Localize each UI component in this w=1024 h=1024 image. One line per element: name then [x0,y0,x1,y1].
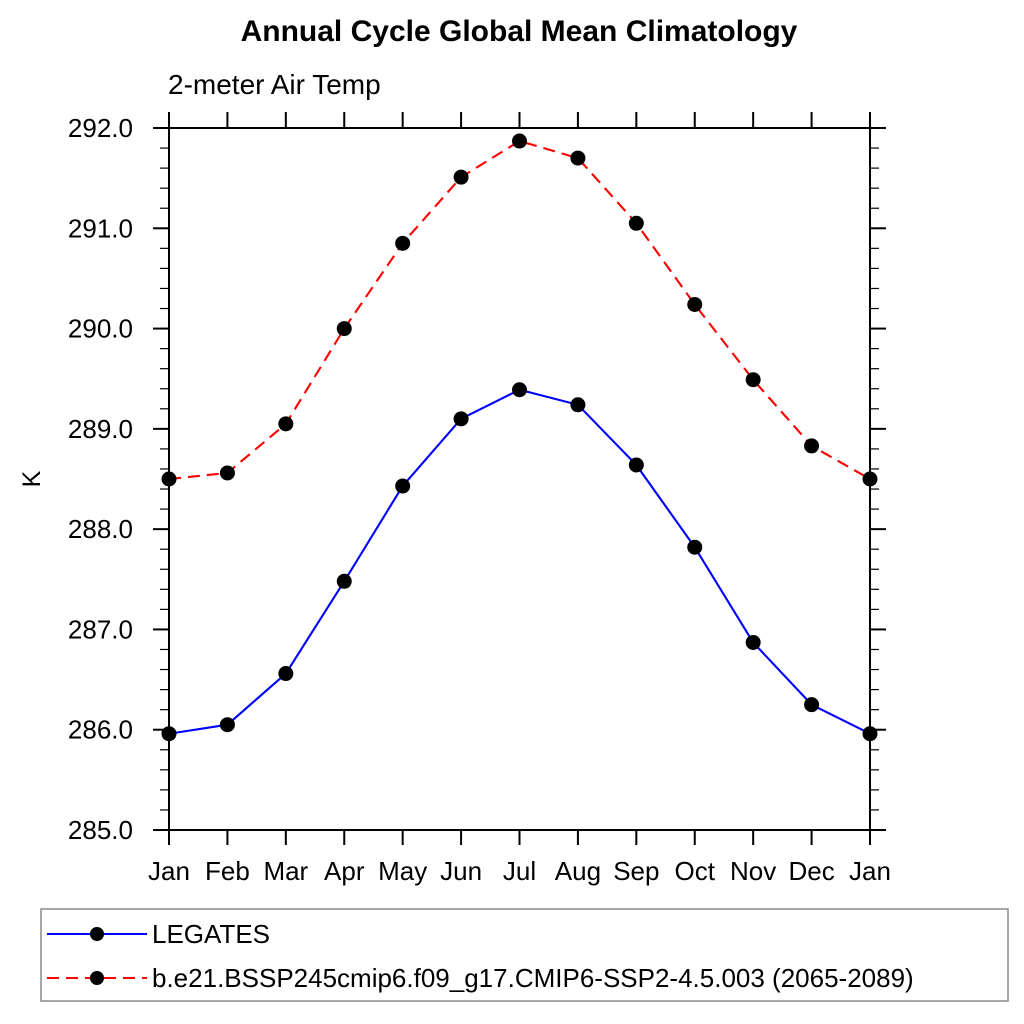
x-tick-label: May [378,856,427,886]
x-tick-label: Sep [613,856,659,886]
data-point-marker [862,726,878,742]
data-point-marker [219,717,235,733]
data-point-marker [161,726,177,742]
legend-item-label: LEGATES [152,919,270,949]
data-point-marker [570,150,586,166]
y-tick-label: 291.0 [68,213,133,243]
data-point-marker [395,478,411,494]
y-tick-label: 292.0 [68,113,133,143]
legend-sample-legates [47,927,147,941]
x-tick-label: Jul [503,856,536,886]
data-point-marker [862,471,878,487]
legend-sample-model [47,971,147,985]
y-tick-label: 290.0 [68,314,133,344]
legend-sample-marker [90,971,104,985]
data-point-marker [395,235,411,251]
x-tick-label: Jan [148,856,190,886]
data-point-marker [687,539,703,555]
data-point-marker [278,416,294,432]
data-point-marker [628,457,644,473]
data-point-marker [570,397,586,413]
data-point-marker [745,634,761,650]
x-tick-label: Jun [440,856,482,886]
data-point-marker [804,697,820,713]
y-tick-label: 285.0 [68,815,133,845]
data-point-marker [219,465,235,481]
data-point-marker [453,411,469,427]
data-point-marker [336,573,352,589]
data-point-marker [453,169,469,185]
y-axis-label: K [18,470,46,487]
legend-sample-marker [90,927,104,941]
data-point-marker [687,297,703,313]
x-tick-label: Nov [730,856,776,886]
x-tick-label: Dec [788,856,834,886]
series-line-0 [168,388,871,735]
y-tick-label: 287.0 [68,614,133,644]
data-point-marker [336,321,352,337]
y-tick-label: 288.0 [68,514,133,544]
y-tick-label: 286.0 [68,715,133,745]
data-point-marker [628,215,644,231]
x-tick-label: Feb [205,856,250,886]
data-point-marker [512,382,527,398]
chart-subtitle: 2-meter Air Temp [168,69,381,100]
data-point-marker [512,133,527,149]
x-tick-label: Jan [849,856,891,886]
data-point-marker [278,666,294,682]
plot-frame [168,127,871,831]
axes: 285.0 286.0 287.0 288.0 289.0 290.0 291.0 292.0… [68,112,891,886]
x-tick-label: Oct [675,856,716,886]
y-tick-label: 289.0 [68,414,133,444]
x-tick-label: Apr [324,856,365,886]
data-series [161,133,878,742]
data-point-marker [745,372,761,388]
data-point-marker [161,471,177,487]
x-tick-label: Aug [555,856,601,886]
series-line-1 [168,139,871,481]
data-point-marker [804,438,820,454]
x-tick-label: Mar [263,856,308,886]
legend-item-label: b.e21.BSSP245cmip6.f09_g17.CMIP6-SSP2-4.… [152,963,914,993]
legend-box [40,908,1009,1002]
legend: LEGATES b.e21.BSSP245cmip6.f09_g17.CMIP6… [40,908,1009,1002]
chart-title: Annual Cycle Global Mean Climatology [241,15,798,48]
